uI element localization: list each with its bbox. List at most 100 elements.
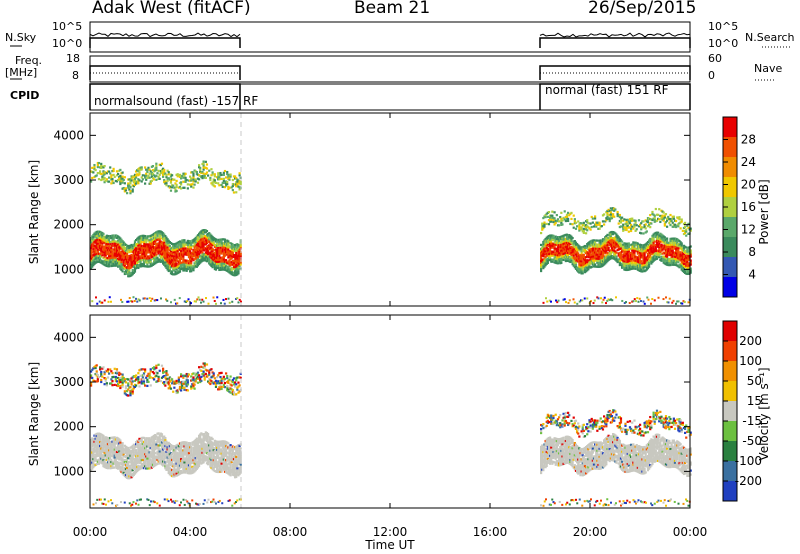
- scatter-cell: [227, 185, 230, 188]
- scatter-cell: [218, 240, 221, 243]
- scatter-cell: [542, 242, 545, 246]
- scatter-cell: [646, 261, 650, 264]
- scatter-cell: [600, 250, 603, 254]
- scatter-cell: [214, 240, 218, 243]
- scatter-cell: [186, 183, 189, 186]
- scatter-cell: [603, 255, 606, 258]
- scatter-cell: [144, 443, 147, 446]
- scatter-cell: [196, 248, 200, 251]
- scatter-cell: [596, 296, 599, 299]
- scatter-cell: [110, 236, 113, 239]
- scatter-cell: [600, 244, 603, 248]
- scatter-cell: [228, 178, 231, 181]
- scatter-cell: [131, 454, 134, 458]
- scatter-cell: [186, 245, 189, 249]
- scatter-cell: [664, 242, 668, 246]
- scatter-cell: [153, 170, 156, 173]
- scatter-cell: [605, 245, 608, 248]
- scatter-cell: [112, 262, 115, 265]
- scatter-cell: [543, 259, 546, 262]
- scatter-cell: [207, 249, 210, 252]
- scatter-cell: [118, 452, 121, 455]
- scatter-cell: [601, 264, 605, 267]
- scatter-cell: [637, 263, 641, 266]
- scatter-cell: [667, 261, 670, 265]
- scatter-cell: [95, 450, 98, 454]
- scatter-cell: [171, 262, 174, 266]
- scatter-cell: [138, 241, 141, 245]
- scatter-cell: [204, 166, 207, 169]
- scatter-cell: [680, 268, 683, 271]
- scatter-cell: [148, 182, 151, 185]
- scatter-cell: [162, 262, 165, 265]
- scatter-cell: [131, 469, 134, 472]
- scatter-cell: [187, 256, 191, 259]
- scatter-cell: [158, 254, 161, 257]
- scatter-cell: [640, 244, 643, 247]
- scatter-cell: [169, 272, 173, 275]
- scatter-cell: [630, 223, 633, 227]
- scatter-cell: [159, 260, 162, 263]
- scatter-cell: [92, 437, 95, 441]
- scatter-cell: [608, 219, 611, 223]
- scatter-cell: [105, 236, 108, 239]
- scatter-cell: [581, 272, 584, 275]
- scatter-cell: [567, 251, 570, 254]
- scatter-cell: [140, 458, 143, 462]
- scatter-cell: [123, 248, 126, 251]
- scatter-cell: [660, 217, 663, 220]
- scatter-cell: [583, 250, 587, 254]
- scatter-cell: [669, 243, 672, 247]
- scatter-cell: [590, 253, 593, 257]
- scatter-cell: [610, 240, 614, 244]
- scatter-cell: [594, 265, 597, 268]
- scatter-cell: [682, 258, 686, 262]
- scatter-cell: [95, 236, 98, 240]
- scatter-cell: [581, 268, 584, 271]
- scatter-cell: [113, 244, 116, 247]
- scatter-cell: [220, 302, 222, 305]
- scatter-cell: [236, 182, 239, 185]
- scatter-cell: [617, 244, 620, 247]
- scatter-cell: [126, 466, 129, 469]
- scatter-cell: [123, 472, 126, 476]
- scatter-cell: [616, 234, 619, 238]
- scatter-cell: [187, 298, 190, 301]
- scatter-cell: [121, 466, 124, 469]
- scatter-cell: [108, 237, 111, 240]
- scatter-cell: [121, 270, 124, 273]
- scatter-cell: [208, 236, 211, 239]
- scatter-cell: [93, 440, 96, 443]
- scatter-cell: [579, 264, 582, 267]
- scatter-cell: [576, 225, 579, 228]
- scatter-cell: [559, 243, 562, 247]
- scatter-cell: [604, 242, 607, 245]
- scatter-cell: [619, 219, 623, 222]
- scatter-cell: [95, 436, 98, 440]
- scatter-cell: [95, 434, 98, 438]
- scatter-cell: [163, 263, 166, 266]
- scatter-cell: [129, 458, 132, 461]
- scatter-cell: [131, 246, 134, 250]
- scatter-cell: [118, 442, 121, 445]
- scatter-cell: [235, 181, 238, 184]
- scatter-cell: [155, 455, 158, 458]
- scatter-cell: [221, 242, 224, 245]
- scatter-cell: [644, 227, 647, 230]
- scatter-cell: [202, 255, 205, 258]
- scatter-cell: [139, 255, 142, 258]
- scatter-cell: [102, 438, 105, 442]
- scatter-cell: [192, 249, 195, 252]
- scatter-cell: [682, 254, 686, 257]
- scatter-cell: [609, 207, 612, 210]
- scatter-cell: [626, 222, 629, 225]
- scatter-cell: [570, 241, 573, 244]
- scatter-cell: [106, 455, 110, 458]
- scatter-cell: [173, 263, 176, 266]
- scatter-cell: [171, 264, 174, 268]
- scatter-cell: [673, 251, 677, 254]
- scatter-cell: [657, 251, 660, 254]
- scatter-cell: [577, 246, 580, 249]
- scatter-cell: [659, 234, 662, 237]
- scatter-cell: [122, 455, 125, 458]
